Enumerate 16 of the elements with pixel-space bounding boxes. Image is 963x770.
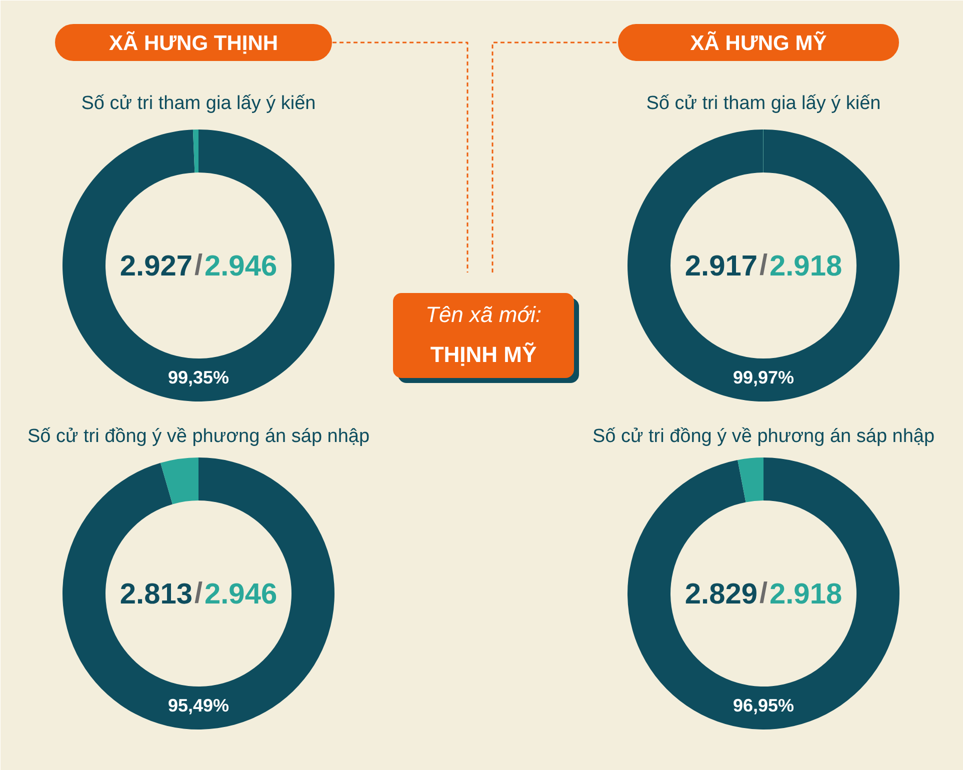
text: Tên xã mới: [426,302,542,327]
text: XÃ HƯNG THỊNH [108,31,278,55]
chart-title: Số cử tri đồng ý về phương án sáp nhập [592,426,935,447]
chart-title: Số cử tri đồng ý về phương án sáp nhập [27,426,370,447]
text: THỊNH MỸ [430,342,537,367]
text: 2.829/2.918 [684,578,842,610]
data-label: 96,95% [732,696,794,716]
data-label: 95,49% [168,696,230,716]
data-label: 99,35% [168,368,230,388]
text: 2.917/2.918 [684,250,842,282]
text: XÃ HƯNG MỸ [690,31,827,55]
chart-title: Số cử tri tham gia lấy ý kiến [81,93,316,114]
chart-title: Số cử tri tham gia lấy ý kiến [646,93,881,114]
text: 2.927/2.946 [120,250,278,282]
data-label: 99,97% [732,368,794,388]
text: 2.813/2.946 [120,578,278,610]
